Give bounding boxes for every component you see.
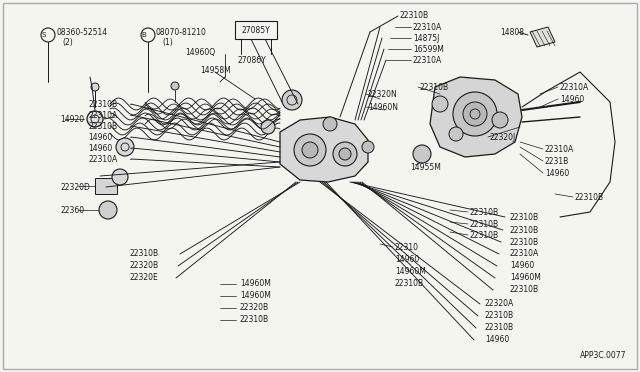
Text: 22320D: 22320D (60, 183, 90, 192)
Polygon shape (530, 27, 555, 47)
Circle shape (323, 117, 337, 131)
Text: 22310A: 22310A (510, 250, 540, 259)
Text: 22310B: 22310B (240, 315, 269, 324)
Circle shape (302, 142, 318, 158)
Text: 14960: 14960 (395, 254, 419, 263)
Text: 22320N: 22320N (368, 90, 397, 99)
Text: 22310B: 22310B (485, 324, 514, 333)
Circle shape (362, 141, 374, 153)
Circle shape (339, 148, 351, 160)
Text: 22320E: 22320E (130, 273, 159, 282)
Text: 22320B: 22320B (130, 262, 159, 270)
Text: 22310B: 22310B (510, 212, 539, 221)
Text: 22310B: 22310B (130, 250, 159, 259)
Text: 22310B: 22310B (470, 219, 499, 228)
Circle shape (333, 142, 357, 166)
Text: 22320A: 22320A (485, 299, 515, 308)
Circle shape (432, 96, 448, 112)
Text: 22310B: 22310B (470, 208, 499, 217)
Text: 22310A: 22310A (88, 110, 117, 119)
Text: 14960M: 14960M (240, 279, 271, 289)
Text: 2231B: 2231B (545, 157, 569, 166)
Text: 16599M: 16599M (413, 45, 444, 54)
Text: 22310A: 22310A (413, 55, 442, 64)
Circle shape (261, 120, 275, 134)
Text: 22310B: 22310B (575, 192, 604, 202)
Text: 22320B: 22320B (240, 304, 269, 312)
Text: 14808: 14808 (500, 28, 524, 36)
Text: 22310: 22310 (395, 243, 419, 251)
Text: 22310B: 22310B (470, 231, 499, 240)
Text: 22310A: 22310A (545, 144, 574, 154)
Text: 27086Y: 27086Y (237, 55, 266, 64)
Text: APP3C.0077: APP3C.0077 (580, 351, 627, 360)
Text: 22320J: 22320J (490, 132, 516, 141)
Text: 22310B: 22310B (510, 285, 539, 295)
Circle shape (282, 90, 302, 110)
Text: 22310B: 22310B (420, 83, 449, 92)
Text: B: B (141, 32, 147, 38)
Text: 14960: 14960 (485, 336, 509, 344)
Text: 14960: 14960 (88, 144, 112, 153)
Text: 22310B: 22310B (485, 311, 514, 321)
Text: 14875J: 14875J (413, 33, 440, 42)
Circle shape (87, 111, 103, 127)
Text: 14960: 14960 (560, 94, 584, 103)
Text: S: S (42, 32, 46, 38)
Text: 14960M: 14960M (240, 292, 271, 301)
Text: 22310A: 22310A (413, 22, 442, 32)
Circle shape (463, 102, 487, 126)
Text: 14960M: 14960M (395, 266, 426, 276)
Text: 22310B: 22310B (510, 237, 539, 247)
Text: 22310A: 22310A (88, 154, 117, 164)
Text: 27085Y: 27085Y (242, 26, 270, 35)
Text: 14958M: 14958M (200, 65, 231, 74)
Text: 08070-81210: 08070-81210 (156, 28, 207, 36)
Text: 14960N: 14960N (368, 103, 398, 112)
Text: 22310B: 22310B (88, 99, 117, 109)
Text: 08360-52514: 08360-52514 (56, 28, 107, 36)
Circle shape (116, 138, 134, 156)
Text: 22310B: 22310B (88, 122, 117, 131)
Text: (1): (1) (162, 38, 173, 46)
Circle shape (99, 201, 117, 219)
Circle shape (91, 83, 99, 91)
Text: 22360: 22360 (60, 205, 84, 215)
Circle shape (453, 92, 497, 136)
Text: 14960: 14960 (510, 262, 534, 270)
Text: 14960: 14960 (88, 132, 112, 141)
Text: 14920: 14920 (60, 115, 84, 124)
Circle shape (171, 82, 179, 90)
Text: 22310A: 22310A (560, 83, 589, 92)
Circle shape (492, 112, 508, 128)
Bar (95, 178, 117, 194)
Polygon shape (430, 77, 522, 157)
Text: 14955M: 14955M (410, 163, 441, 171)
Text: 22310B: 22310B (510, 225, 539, 234)
Text: 14960: 14960 (545, 169, 569, 177)
Polygon shape (280, 117, 368, 182)
Bar (235, 21, 277, 39)
Circle shape (294, 134, 326, 166)
Text: 14960Q: 14960Q (185, 48, 215, 57)
Text: 22310B: 22310B (400, 10, 429, 19)
Circle shape (112, 169, 128, 185)
Circle shape (449, 127, 463, 141)
Text: (2): (2) (62, 38, 73, 46)
Circle shape (413, 145, 431, 163)
Text: 14960M: 14960M (510, 273, 541, 282)
Text: 22310B: 22310B (395, 279, 424, 288)
